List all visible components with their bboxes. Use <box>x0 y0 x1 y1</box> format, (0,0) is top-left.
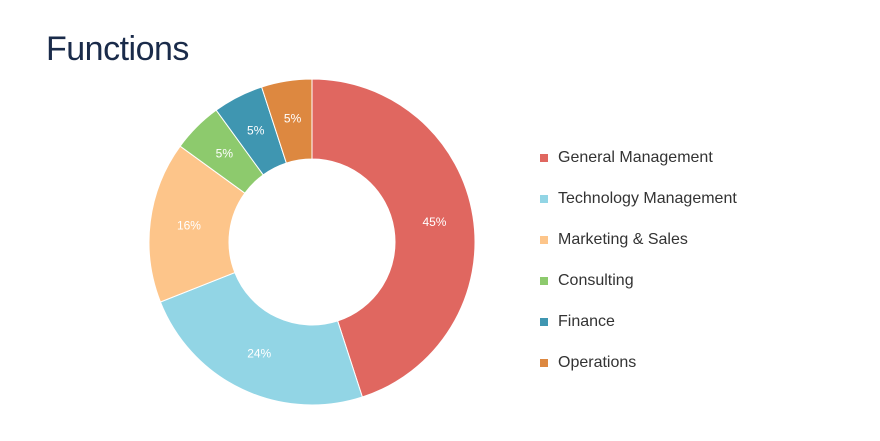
legend-item-consulting: Consulting <box>540 260 737 301</box>
legend-label: General Management <box>558 148 713 166</box>
legend-swatch <box>540 276 548 285</box>
legend-item-finance: Finance <box>540 301 737 342</box>
legend-item-technology-management: Technology Management <box>540 178 737 219</box>
legend-swatch <box>540 235 548 244</box>
legend-swatch <box>540 358 548 367</box>
legend-item-operations: Operations <box>540 342 737 383</box>
chart-slices <box>148 78 476 406</box>
slice-marketing-and-sales <box>148 145 246 303</box>
slice-general-management <box>311 78 476 398</box>
legend-swatch <box>540 194 548 203</box>
legend-label: Consulting <box>558 271 634 289</box>
slice-label-operations: 5% <box>284 112 302 126</box>
chart-legend: General Management Technology Management M… <box>540 137 737 383</box>
slice-label-general-management: 45% <box>422 215 446 229</box>
legend-swatch <box>540 317 548 326</box>
legend-label: Marketing & Sales <box>558 230 688 248</box>
slice-label-finance: 5% <box>247 124 265 138</box>
slice-technology-management <box>159 271 364 406</box>
legend-label: Finance <box>558 312 615 330</box>
legend-item-general-management: General Management <box>540 137 737 178</box>
legend-label: Technology Management <box>558 189 737 207</box>
slice-label-technology-management: 24% <box>247 346 271 360</box>
chart-slice-labels: 45% 24% 16% 5% 5% 5% <box>177 112 447 361</box>
legend-item-marketing-and-sales: Marketing & Sales <box>540 219 737 260</box>
page-title: Functions <box>46 30 189 68</box>
legend-label: Operations <box>558 353 637 371</box>
slice-operations <box>260 78 313 164</box>
slice-label-consulting: 5% <box>216 146 234 160</box>
legend-swatch <box>540 153 548 162</box>
slice-label-marketing-and-sales: 16% <box>177 219 201 233</box>
